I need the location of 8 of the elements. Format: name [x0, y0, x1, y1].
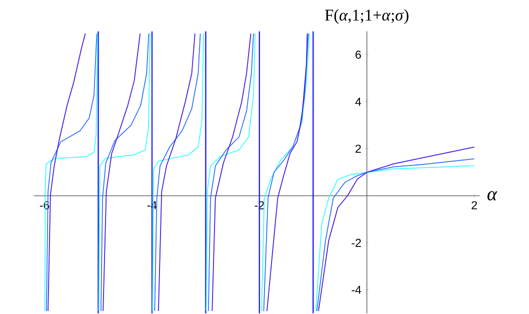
- y-tick-label: 2: [356, 144, 361, 153]
- y-tick-label: 6: [356, 50, 361, 59]
- x-tick-label: 2: [472, 201, 477, 210]
- y-tick-label: -2: [352, 238, 361, 247]
- x-axis-title: α: [487, 191, 498, 200]
- y-tick-label: 4: [355, 98, 362, 106]
- y-tick-label: -4: [352, 286, 362, 294]
- y-axis-title: F(α,1;1+α;σ): [325, 9, 408, 24]
